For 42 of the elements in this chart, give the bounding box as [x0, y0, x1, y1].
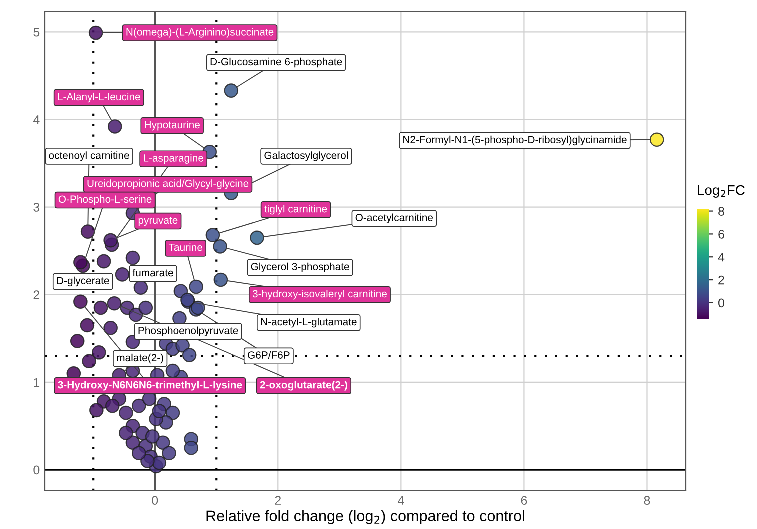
annotation: D-glycerate: [57, 276, 110, 287]
annotation: 3-Hydroxy-N6N6N6-trimethyl-L-lysine: [58, 381, 242, 391]
x-tick-label: 8: [644, 496, 650, 506]
annotation: Glycerol 3-phosphate: [251, 262, 350, 273]
annotation: octenoyl carnitine: [49, 152, 130, 162]
annotation: O-acetylcarnitine: [356, 214, 434, 224]
annotation: Hypotaurine: [145, 120, 200, 131]
annotation: tiglyl carnitine: [264, 205, 328, 215]
x-tick-label: 0: [152, 496, 158, 506]
color-bar-label: 0: [718, 298, 724, 308]
annotation: N2-Formyl-N1-(5-phospho-D-ribosyl)glycinamide: [404, 136, 627, 146]
color-bar-label: 2: [718, 276, 724, 285]
annotation: Ureidopropionic acid/Glycyl-glycine: [88, 180, 249, 190]
annotation: 3-hydroxy-isovaleryl carnitine: [252, 290, 387, 300]
y-tick-label: 4: [33, 116, 40, 124]
annotation: Taurine: [169, 244, 202, 252]
annotation: L-Alanyl-L-leucine: [58, 92, 140, 103]
y-tick-label: 0: [34, 466, 40, 475]
annotation: Galactosylglycerol: [264, 152, 348, 162]
color-bar-label: 8: [718, 207, 724, 216]
x-tick-label: 6: [521, 496, 528, 506]
color-bar-title: Log$_{2}$FC: [698, 185, 745, 198]
annotation: 2-oxoglutarate(2-): [260, 381, 348, 391]
x-tick-label: 2: [275, 496, 281, 505]
annotation: Phosphoenolpyruvate: [138, 326, 238, 336]
annotation: malate(2-): [117, 354, 164, 364]
annotation: N-acetyl-L-glutamate: [261, 318, 357, 328]
y-tick-label: 5: [34, 28, 40, 37]
annotation: G6P/F6P: [248, 351, 290, 359]
annotation: L-asparagine: [144, 154, 204, 164]
annotation: D-Glucosamine 6-phosphate: [210, 58, 342, 68]
x-axis-title: Relative fold change (log$_{2}$) compared to control: [206, 510, 524, 525]
annotation: fumarate: [132, 268, 174, 277]
y-tick-label: 2: [34, 290, 40, 300]
x-tick-label: 4: [398, 496, 404, 505]
annotation: N(omega)-(L-Arginino)succinate: [126, 28, 274, 38]
y-tick-label: 1: [34, 378, 40, 387]
color-bar-label: 4: [718, 253, 725, 262]
y-tick-label: 3: [34, 203, 40, 212]
color-bar-label: 6: [718, 230, 724, 239]
annotation: pyruvate: [138, 217, 178, 226]
annotation: O-Phospho-L-serine: [58, 195, 152, 206]
